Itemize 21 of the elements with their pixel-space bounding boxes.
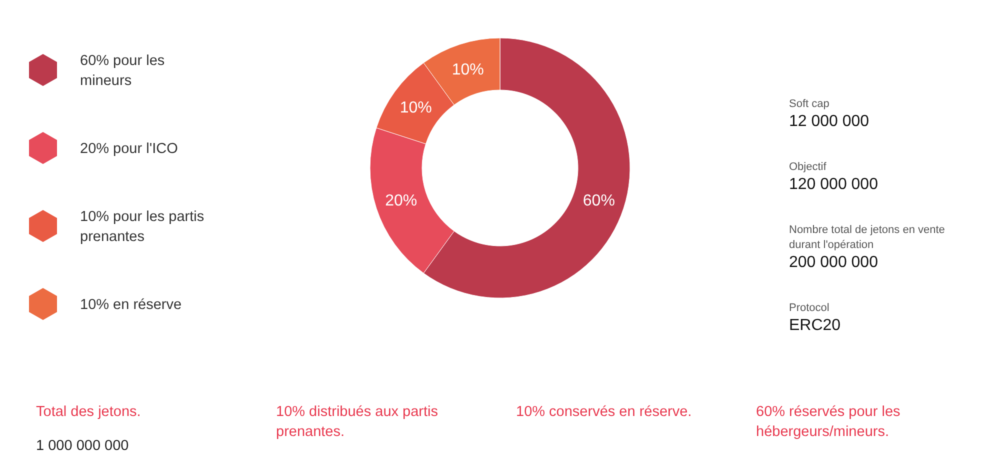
legend-label: 10% en réserve (80, 297, 182, 314)
text: Protocol (789, 302, 830, 314)
text: Total des jetons. (36, 404, 141, 420)
text: ERC20 (789, 317, 841, 334)
text: Soft cap (789, 98, 830, 110)
legend-label: 10% pour les partis prenantes (80, 209, 204, 246)
text: 120 000 000 (789, 176, 878, 193)
text: 60% réservés pour les hébergeurs/mineurs. (756, 404, 900, 440)
data-label: 60% (582, 192, 615, 210)
text: 1 000 000 000 (36, 438, 129, 454)
data-label: 10% (400, 99, 432, 116)
text: Objectif (789, 161, 828, 173)
text: 12 000 000 (789, 113, 870, 130)
text: Nombre total de jetons en vente durant l'opération (789, 224, 945, 251)
legend-label: 20% pour l'ICO (80, 141, 178, 158)
legend-label: 60% pour les mineurs (80, 53, 165, 90)
text: 10% conservés en réserve. (516, 404, 692, 420)
data-label: 20% (385, 192, 418, 210)
data-label: 10% (452, 62, 484, 79)
text: 200 000 000 (789, 254, 878, 271)
text: 10% distribués aux partis prenantes. (276, 404, 438, 440)
